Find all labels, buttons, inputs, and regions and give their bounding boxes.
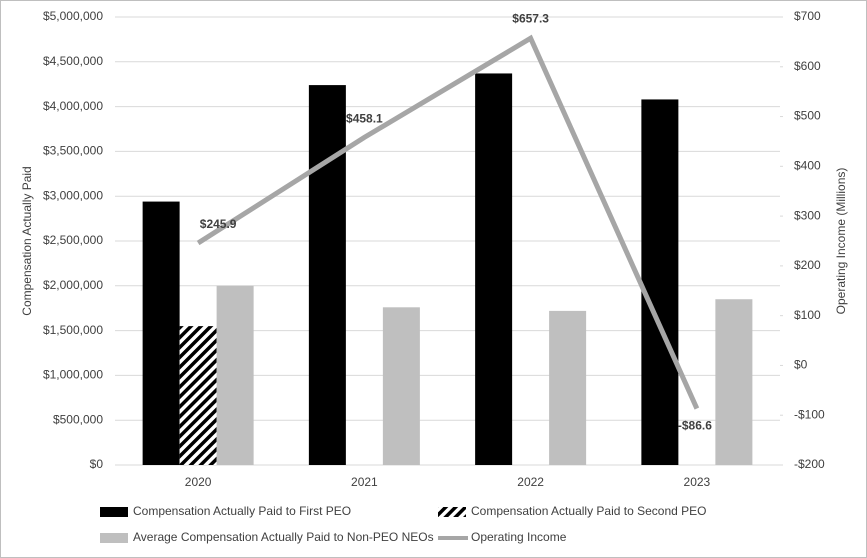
y-tick-label: $1,500,000 [43,323,103,337]
legend-label: Operating Income [471,530,567,544]
data-label: $245.9 [200,217,237,231]
y-tick-label: $1,000,000 [43,368,103,382]
data-label: $458.1 [346,112,383,126]
bar [475,73,513,465]
x-tick-label: 2022 [517,475,544,489]
bar [142,201,180,466]
bar [549,310,587,465]
legend-label: Average Compensation Actually Paid to No… [133,530,434,544]
legend-swatch [100,507,128,517]
bar [715,299,753,465]
x-tick-label: 2023 [684,475,711,489]
y2-tick-label: $300 [794,208,821,222]
y2-tick-label: $700 [794,9,821,23]
line [196,34,700,410]
y2-tick-label: $400 [794,159,821,173]
legend-swatch [438,507,466,517]
y-tick-label: $3,000,000 [43,188,103,202]
y-tick-label: $500,000 [53,412,103,426]
bar [641,99,679,465]
bar [216,285,254,465]
y-tick-label: $3,500,000 [43,144,103,158]
bar [179,326,217,465]
data-label: $657.3 [512,11,549,25]
bar [382,307,420,465]
y2-tick-label: $100 [794,308,821,322]
y-tick-label: $0 [90,457,104,471]
y2-tick-label: -$200 [794,457,825,471]
y-tick-label: $4,500,000 [43,54,103,68]
y2-tick-label: $600 [794,59,821,73]
y-axis-title: Compensation Actually Paid [20,166,34,315]
x-tick-label: 2021 [351,475,378,489]
y-tick-label: $5,000,000 [43,9,103,23]
legend-label: Compensation Actually Paid to First PEO [133,504,351,518]
y2-tick-label: -$100 [794,407,825,421]
legend-swatch [100,533,128,543]
y2-tick-label: $0 [794,358,808,372]
y2-tick-label: $500 [794,109,821,123]
y-tick-label: $2,000,000 [43,278,103,292]
legend-label: Compensation Actually Paid to Second PEO [471,504,706,518]
y-tick-label: $4,000,000 [43,99,103,113]
bar [308,85,346,465]
y-tick-label: $2,500,000 [43,233,103,247]
y2-axis-title: Operating Income (Millions) [834,168,848,315]
y2-tick-label: $200 [794,258,821,272]
x-tick-label: 2020 [185,475,212,489]
data-label: -$86.6 [678,419,712,433]
